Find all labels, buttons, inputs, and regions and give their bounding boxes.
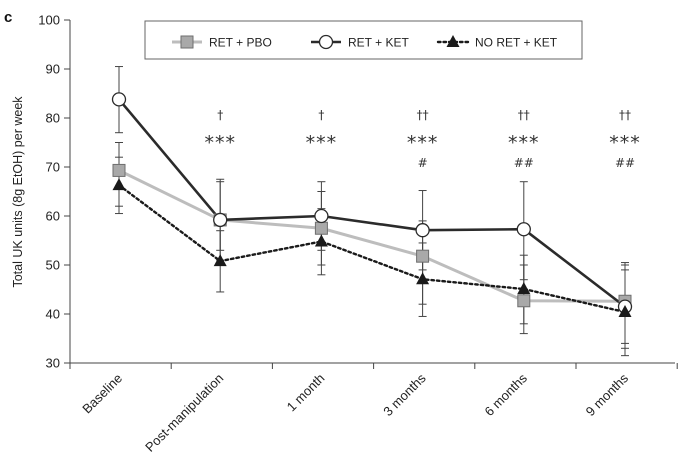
legend-label: RET + KET: [348, 36, 409, 50]
significance-mark: ***: [609, 132, 641, 154]
legend-label: NO RET + KET: [475, 36, 558, 50]
x-tick-label: Post-manipulation: [142, 371, 226, 455]
square-marker: [416, 249, 430, 263]
y-tick-label: 70: [46, 160, 60, 175]
triangle-marker: [314, 234, 328, 247]
panel-label: c: [4, 9, 12, 26]
significance-mark: ***: [204, 132, 236, 154]
series-line: [118, 169, 626, 303]
significance-mark: †: [217, 108, 223, 122]
legend-label: RET + PBO: [209, 36, 272, 50]
x-tick-label: 1 month: [284, 371, 328, 415]
square-marker: [314, 221, 328, 235]
y-tick-label: 90: [46, 62, 60, 77]
y-axis-title: Total UK units (8g EtOH) per week: [11, 96, 25, 288]
x-tick-label: 6 months: [481, 370, 530, 419]
series-lines: [117, 98, 627, 314]
triangle-marker: [517, 282, 531, 295]
circle-marker: [318, 34, 334, 50]
significance-mark: ***: [306, 132, 338, 154]
error-bars: [115, 66, 629, 357]
y-tick-label: 30: [46, 356, 60, 371]
triangle-marker: [213, 254, 227, 267]
circle-marker: [111, 92, 127, 107]
significance-annotations: † *** † *** †† *** # †† *** ## †† *** ##: [204, 108, 641, 170]
significance-mark: †: [318, 108, 324, 122]
significance-mark: ##: [514, 156, 534, 170]
significance-mark: ††: [619, 108, 631, 122]
x-axis: Baseline Post-manipulation 1 month 3 months…: [69, 362, 678, 455]
y-tick-label: 80: [46, 111, 60, 126]
y-tick-label: 50: [46, 258, 60, 273]
circle-marker: [314, 208, 329, 224]
series-line: [117, 183, 627, 314]
triangle-marker: [446, 35, 460, 47]
y-tick-label: 60: [46, 209, 60, 224]
significance-mark: ††: [518, 108, 530, 122]
legend-box: [144, 20, 583, 60]
square-marker: [517, 294, 531, 308]
x-tick-label: Baseline: [79, 371, 125, 417]
significance-mark: ††: [417, 108, 429, 122]
x-tick-label: 9 months: [583, 370, 632, 419]
circle-marker: [516, 222, 531, 237]
significance-mark: #: [418, 156, 428, 170]
series-line: [118, 98, 626, 308]
legend: RET + PBO RET + KET NO RET + KET: [144, 20, 583, 60]
significance-mark: ***: [508, 132, 540, 154]
y-tick-label: 100: [38, 13, 60, 28]
square-marker: [180, 35, 194, 49]
triangle-marker: [416, 272, 430, 285]
x-tick-label: 3 months: [380, 370, 429, 419]
triangle-marker: [112, 178, 126, 191]
triangle-marker: [618, 305, 632, 318]
circle-marker: [415, 223, 430, 238]
significance-mark: ##: [615, 156, 635, 170]
y-axis: 30 40 50 60 70 80 90 100: [38, 13, 71, 371]
circle-marker: [213, 212, 228, 228]
series-layer: [111, 66, 633, 357]
series-markers: [111, 92, 633, 318]
significance-mark: ***: [407, 132, 439, 154]
square-marker: [112, 163, 126, 177]
y-tick-label: 40: [46, 307, 60, 322]
